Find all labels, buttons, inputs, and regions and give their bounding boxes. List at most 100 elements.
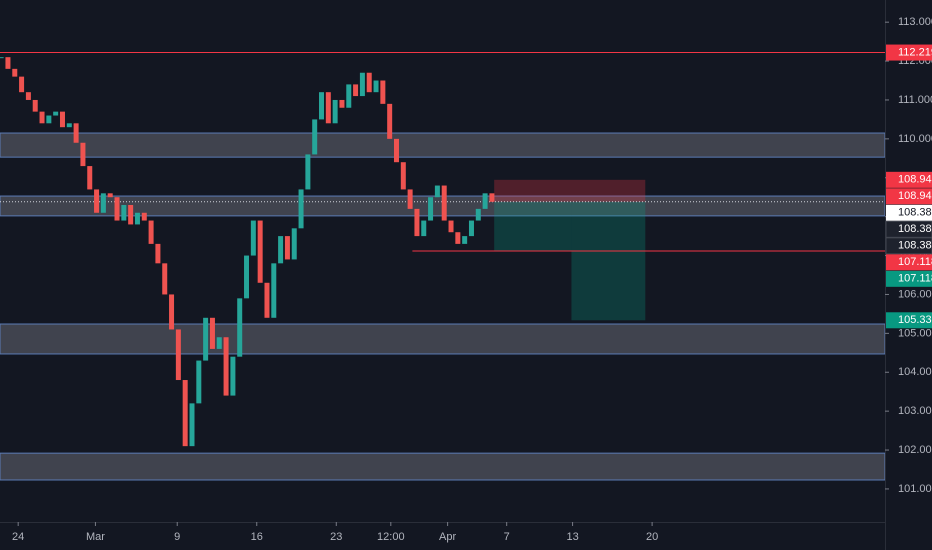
candle (73, 123, 79, 143)
candle (468, 220, 474, 237)
candle (114, 197, 120, 221)
candle (387, 103, 393, 139)
candle (121, 204, 127, 221)
x-tick-label: 13 (566, 531, 578, 543)
price-label: 108.382 (898, 223, 932, 235)
candle (209, 317, 215, 349)
candle (332, 99, 338, 124)
candle (400, 162, 406, 190)
zone (0, 452, 886, 481)
candle (12, 68, 18, 77)
candle (325, 92, 331, 124)
candle (414, 208, 420, 237)
position-box (494, 179, 646, 202)
candle (32, 99, 38, 112)
position-box (494, 201, 572, 251)
candle (134, 212, 140, 225)
price-label: 108.382 (898, 207, 932, 219)
y-tick-label: 110.000 (898, 133, 932, 145)
candle (319, 92, 325, 120)
candle (448, 220, 454, 233)
candle (66, 123, 72, 128)
price-label-box (886, 44, 932, 61)
candle (216, 337, 222, 349)
candle (196, 360, 202, 404)
candle (155, 243, 161, 264)
price-label: 108.947 (898, 190, 932, 202)
candle (434, 185, 440, 198)
candle (428, 197, 434, 221)
candle (407, 189, 413, 209)
candle (80, 142, 86, 167)
candle (46, 115, 52, 124)
price-label-box (886, 312, 932, 329)
candle (271, 263, 277, 318)
x-tick-label: 24 (12, 531, 24, 543)
candle (489, 193, 495, 202)
y-tick-label: 113.000 (898, 16, 932, 28)
candle (393, 138, 399, 163)
candle (107, 193, 113, 198)
price-label: 107.118 (898, 273, 932, 285)
price-label: 107.118 (898, 256, 932, 268)
position-box (571, 201, 646, 321)
price-label: 105.336 (898, 314, 932, 326)
candle (366, 72, 372, 93)
x-tick-label: Apr (439, 531, 456, 543)
candle (39, 111, 45, 124)
candle (455, 232, 461, 244)
candle (380, 80, 386, 104)
candle (339, 99, 345, 108)
candle (94, 189, 100, 213)
candle (19, 76, 25, 93)
candle (53, 111, 59, 116)
candle (353, 84, 359, 97)
price-label-box (886, 204, 932, 221)
y-tick-label: 102.000 (898, 444, 932, 456)
candle (237, 298, 243, 357)
candle (141, 212, 147, 221)
candle (148, 220, 154, 244)
y-tick-label: 104.000 (898, 366, 932, 378)
x-tick-label: Mar (86, 531, 105, 543)
x-tick-label: 12:00 (377, 531, 405, 543)
candle (359, 72, 365, 97)
y-tick-label: 101.000 (898, 483, 932, 495)
candle (373, 80, 379, 93)
candle (100, 193, 106, 213)
candle (298, 189, 304, 229)
candle (441, 185, 447, 221)
price-label-box (886, 270, 932, 287)
candle (291, 228, 297, 260)
candle (25, 92, 31, 100)
candle (250, 220, 256, 256)
x-tick-label: 16 (251, 531, 263, 543)
x-tick-label: 9 (174, 531, 180, 543)
y-tick-label: 103.000 (898, 405, 932, 417)
price-label-box (886, 188, 932, 205)
candle (182, 380, 188, 447)
candle (257, 220, 263, 283)
x-tick-label: 7 (504, 531, 510, 543)
candle (162, 263, 168, 295)
price-label-box (886, 254, 932, 271)
candle (0, 57, 4, 59)
candle (189, 403, 195, 447)
price-label-box (886, 171, 932, 188)
price-label: 108.382 (898, 240, 932, 252)
candle (169, 294, 175, 330)
x-tick-label: 23 (330, 531, 342, 543)
candle (230, 356, 236, 396)
y-tick-label: 105.000 (898, 327, 932, 339)
candle (223, 337, 229, 396)
x-tick-label: 20 (646, 531, 658, 543)
y-tick-label: 111.000 (898, 94, 932, 106)
candle (278, 236, 284, 264)
candle (87, 166, 93, 190)
candle (305, 154, 311, 190)
zone (0, 323, 886, 355)
candle (462, 236, 468, 244)
candle (475, 208, 481, 221)
